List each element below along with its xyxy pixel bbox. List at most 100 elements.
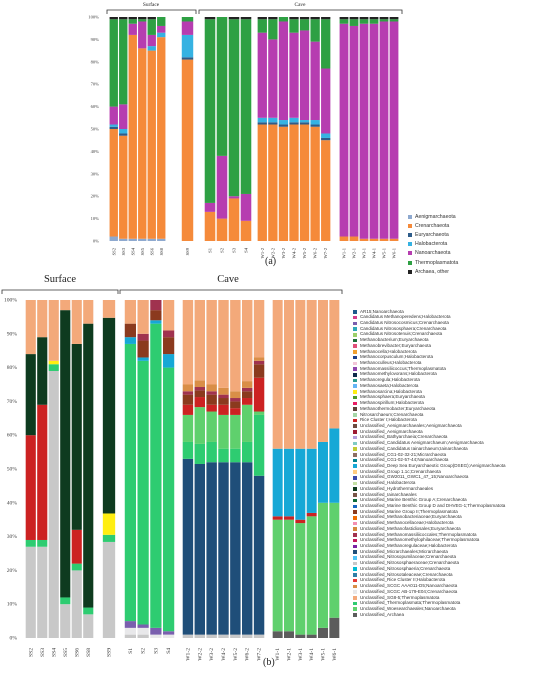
bar-segment <box>310 120 320 125</box>
legend-b-item: Unclassified_Marine Group II;Thermoplasm… <box>353 509 506 515</box>
bar-segment <box>137 634 149 638</box>
legend-swatch <box>353 561 357 566</box>
x-tick-label: W2-2 <box>270 247 275 258</box>
bar-segment <box>329 617 340 638</box>
bar-segment <box>137 340 149 358</box>
legend-label: Unclassified_CG1-02-32-21;Micrarchaeota <box>360 451 447 457</box>
y-tick-label: 100% <box>88 15 99 20</box>
bar-segment <box>137 333 149 341</box>
legend-label: Unclassified_Methanocellaceae;Halobacter… <box>360 520 454 526</box>
bar-segment <box>48 370 59 638</box>
x-tick-label: S4 <box>244 247 249 253</box>
legend-swatch <box>353 504 357 509</box>
x-tick-label: S3 <box>232 247 237 253</box>
y-tick-label: 20% <box>91 194 100 199</box>
y-tick-label: 70% <box>91 82 100 87</box>
bar-segment <box>306 448 317 513</box>
bar-segment <box>163 634 175 638</box>
bar-segment <box>218 387 229 395</box>
bar-segment <box>359 19 369 24</box>
panel-label-b: (b) <box>263 657 275 668</box>
bar-segment <box>163 367 175 632</box>
group-bracket <box>119 289 343 294</box>
bar-segment <box>150 627 162 635</box>
legend-swatch <box>353 321 357 326</box>
bar-segment <box>359 17 369 20</box>
bar-segment <box>83 607 94 615</box>
legend-swatch <box>353 384 357 388</box>
legend-swatch <box>353 378 357 383</box>
y-tick-label: 40% <box>7 500 18 506</box>
bar-segment <box>289 122 299 125</box>
legend-b-item: Candidatus Nitrosocosmicus;Crenarchaeota <box>353 320 506 326</box>
legend-label: Unclassified_SCGC AAA011-D5;Nanoarchaeot… <box>360 583 458 589</box>
legend-swatch <box>353 601 357 606</box>
legend-swatch <box>353 458 357 463</box>
legend-swatch <box>353 487 357 491</box>
x-tick-label: W1-1 <box>342 247 347 258</box>
x-tick-label: SS3 <box>40 648 46 657</box>
bar-segment <box>71 343 82 530</box>
bar-segment <box>182 384 194 392</box>
bar-segment <box>147 50 156 239</box>
legend-swatch <box>353 498 357 503</box>
legend-label: Methanobacterium;Euryarchaeota <box>360 337 429 343</box>
bar-segment <box>349 17 359 20</box>
x-tick-label: SS3 <box>121 247 126 255</box>
bar-segment <box>242 300 253 382</box>
bar-segment <box>253 357 265 361</box>
legend-b-item: Methanosaeta;Halobacterota <box>353 383 506 389</box>
legend-a-item: Nanoarchaeota <box>408 249 458 258</box>
bar-segment <box>109 106 118 125</box>
legend-b-item: Unclassified_Methanomethylophilaceae;The… <box>353 538 506 544</box>
legend-label: Unclassified_Methanoregulaceae;Halobacte… <box>360 543 457 549</box>
bar-segment <box>163 337 175 355</box>
legend-swatch <box>353 430 357 434</box>
bar-segment <box>83 300 94 324</box>
bar-segment <box>83 323 94 608</box>
bar-segment <box>182 414 194 442</box>
bar-segment <box>253 360 265 365</box>
bar-segment <box>194 463 205 635</box>
bar-segment <box>150 634 162 638</box>
legend-swatch <box>353 344 357 348</box>
legend-b-item: Unclassified_CG1-02-32-21;Micrarchaeota <box>353 452 506 458</box>
bar-segment <box>257 117 267 123</box>
legend-swatch <box>353 418 357 423</box>
legend-b-item: Methanomassiliicoccus;Thermoplasmatota <box>353 366 506 372</box>
legend-swatch <box>353 424 357 429</box>
bar-segment <box>119 104 128 129</box>
x-tick-label: W5-2 <box>233 648 239 661</box>
bar-segment <box>230 634 241 638</box>
legend-b-item: Unclassified_Deep Sea Euryarchaeotic Gro… <box>353 463 506 469</box>
bar-segment <box>60 604 71 638</box>
legend-b-item: Unclassified_Woesearchaeales;Nanoarchaeo… <box>353 606 506 612</box>
bar-segment <box>163 300 175 331</box>
legend-b-item: Rice Cluster I;Halobacterota <box>353 418 506 424</box>
legend-b-item: Nitrosarchaeum;Crenarchaeota <box>353 412 506 418</box>
legend-b-item: Unclassified_Methanoregulaceae;Halobacte… <box>353 543 506 549</box>
y-tick-label: 80% <box>7 365 18 371</box>
bar-segment <box>206 462 217 635</box>
bar-segment <box>284 300 294 449</box>
bar-segment <box>359 238 369 241</box>
bar-segment <box>37 337 48 405</box>
legend-b-item: Methanocella;Halobacterota <box>353 349 506 355</box>
bar-segment <box>310 124 320 127</box>
legend-label: Methanoculleus;Halobacterota <box>360 360 422 366</box>
bar-segment <box>268 117 278 123</box>
bar-segment <box>278 126 289 241</box>
bar-segment <box>119 135 128 239</box>
legend-label: Rice Cluster I;Halobacterota <box>360 417 417 423</box>
bar-segment <box>128 238 137 241</box>
bar-segment <box>257 122 267 125</box>
legend-swatch <box>353 441 357 446</box>
bar-segment <box>194 390 205 398</box>
x-tick-label: W3-2 <box>281 247 286 258</box>
legend-label: Unclassified_Halobacterota <box>360 480 416 486</box>
y-tick-label: 60% <box>91 104 100 109</box>
legend-swatch <box>353 510 357 514</box>
legend-b-item: Unclassified_SCGC AAA011-D5;Nanoarchaeot… <box>353 584 506 590</box>
bar-segment <box>124 343 136 622</box>
bar-segment <box>295 448 306 520</box>
